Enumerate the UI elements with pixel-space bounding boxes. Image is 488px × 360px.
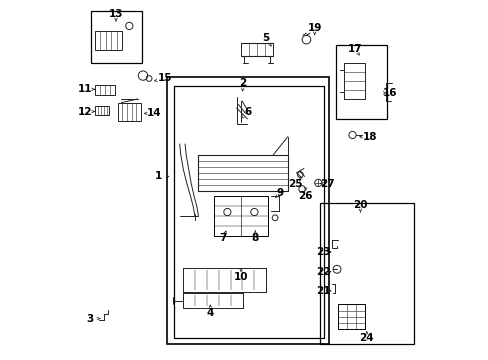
- Text: 25: 25: [287, 179, 302, 189]
- Text: 18: 18: [363, 132, 377, 142]
- Text: 27: 27: [319, 179, 334, 189]
- Text: 9: 9: [276, 188, 284, 198]
- Text: 10: 10: [233, 272, 247, 282]
- Bar: [174, 86, 323, 338]
- Bar: [91, 11, 142, 63]
- Text: 12: 12: [78, 107, 92, 117]
- Text: 5: 5: [262, 33, 269, 43]
- Text: 19: 19: [307, 23, 321, 33]
- Text: 4: 4: [206, 308, 214, 318]
- Bar: [95, 106, 109, 115]
- Text: 15: 15: [157, 73, 171, 84]
- Bar: [95, 85, 115, 95]
- Text: 20: 20: [352, 200, 367, 210]
- Bar: [337, 304, 365, 329]
- Text: 7: 7: [219, 233, 226, 243]
- Text: 1: 1: [154, 171, 162, 181]
- Text: 6: 6: [244, 107, 251, 117]
- Text: 23: 23: [316, 247, 330, 257]
- Text: 11: 11: [78, 84, 92, 94]
- Bar: [167, 77, 328, 344]
- Text: 13: 13: [108, 9, 123, 19]
- Bar: [95, 31, 122, 50]
- Text: 2: 2: [239, 78, 246, 88]
- Text: 24: 24: [359, 333, 373, 343]
- Bar: [320, 203, 413, 344]
- Text: 16: 16: [382, 88, 397, 98]
- Text: 26: 26: [298, 191, 312, 201]
- Text: 8: 8: [251, 233, 258, 243]
- Text: 21: 21: [316, 286, 330, 296]
- Text: 14: 14: [147, 108, 162, 118]
- Text: 3: 3: [86, 314, 94, 324]
- Bar: [213, 196, 267, 236]
- Bar: [336, 45, 386, 119]
- Bar: [118, 103, 141, 121]
- Text: 17: 17: [347, 44, 362, 54]
- Text: 22: 22: [316, 267, 330, 277]
